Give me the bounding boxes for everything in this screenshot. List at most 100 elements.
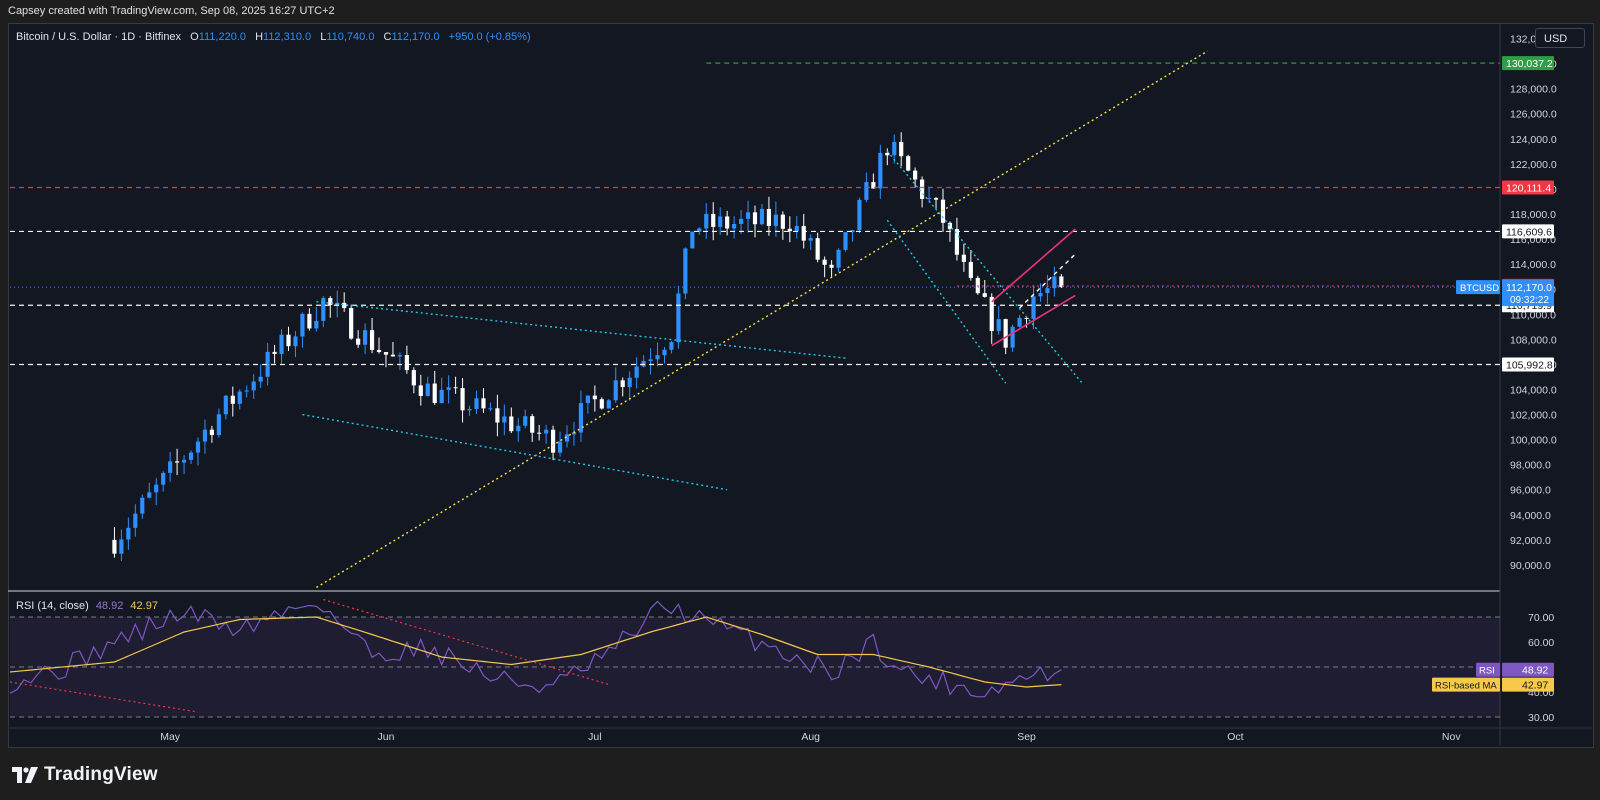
yellow-trendline (315, 50, 1208, 589)
candle-body (578, 403, 584, 433)
candle-body (1045, 288, 1050, 294)
price-level-badge-label: 105,992.8 (1506, 359, 1553, 371)
candle-body (300, 313, 305, 337)
close-value: 112,170.0 (391, 31, 440, 43)
candle-body (460, 388, 465, 411)
candle-body (1003, 319, 1008, 348)
candle-body (669, 342, 674, 350)
candle-body (328, 298, 333, 306)
price-axis-tick-label: 102,000.0 (1510, 410, 1557, 422)
candle-body (926, 197, 932, 199)
candle-body (251, 381, 256, 391)
rsi-axis-tick-label: 70.00 (1528, 612, 1554, 624)
candle-body (502, 416, 507, 423)
candle-body (564, 434, 570, 442)
candle-body (467, 408, 472, 411)
rsi-value-label: 48.92 (1522, 665, 1548, 677)
candle-body (871, 182, 876, 189)
candle-body (307, 313, 312, 329)
candle-body (745, 212, 751, 219)
candle-body (913, 170, 918, 180)
candle-body (585, 395, 590, 404)
candle-body (1024, 317, 1029, 319)
candle-body (550, 429, 556, 453)
cyan-trendline (316, 301, 846, 359)
candle-body (272, 351, 277, 354)
candle-body (954, 229, 960, 255)
candle-body (202, 429, 208, 442)
candle-body (425, 383, 430, 396)
last-price-label: 112,170.0 (1506, 282, 1552, 294)
candle-body (279, 334, 284, 354)
footer-brand[interactable]: TradingView (12, 764, 158, 786)
price-axis-tick-label: 90,000.0 (1510, 560, 1551, 572)
candle-body (523, 416, 528, 426)
price-legend: Bitcoin / U.S. Dollar · 1D · Bitfinex O1… (16, 31, 531, 43)
time-axis-tick-label: Nov (1442, 731, 1461, 743)
candle-body (418, 385, 423, 396)
price-axis-tick-label: 100,000.0 (1510, 435, 1557, 447)
candle-body (1031, 296, 1036, 319)
candle-body (1038, 293, 1043, 297)
rsi-line (9, 600, 1062, 698)
candle-body (683, 248, 688, 294)
candle-body (181, 459, 187, 463)
candle-body (571, 432, 577, 435)
price-axis-tick-label: 110,000.0 (1510, 309, 1556, 321)
candle-body (488, 408, 493, 410)
candle-body (655, 355, 660, 360)
candle-body (244, 390, 249, 392)
rsi-red-trendline (9, 681, 199, 713)
candle-body (495, 408, 500, 423)
rsi-title: RSI (14, close) (16, 600, 89, 612)
candle-body (613, 380, 618, 401)
last-price-badge (1502, 280, 1554, 307)
cyan-trendline (302, 413, 728, 491)
rsi-ma-tag-label: RSI-based MA (1435, 681, 1497, 692)
symbol-tag-label: BTCUSD (1460, 283, 1499, 294)
candle-body (286, 334, 291, 347)
time-axis-tick-label: Sep (1017, 731, 1036, 743)
candle-body (961, 254, 966, 262)
candle-body (892, 141, 897, 156)
candle-body (293, 336, 298, 347)
candle-body (906, 156, 911, 171)
candle-body (481, 398, 486, 409)
candle-body (940, 199, 946, 223)
currency-button[interactable]: USD (1535, 28, 1585, 48)
rsi-axis-tick-label: 60.00 (1528, 637, 1554, 649)
price-axis-tick-label: 96,000.0 (1510, 485, 1551, 497)
candle-body (404, 355, 409, 371)
price-level-badge (1502, 357, 1554, 372)
price-axis-tick-label: 92,000.0 (1510, 535, 1551, 547)
close-label: C (383, 31, 392, 43)
candle-body (836, 249, 841, 268)
time-axis-tick-label: Aug (801, 731, 820, 743)
price-axis-tick-label: 118,000.0 (1510, 209, 1556, 221)
rsi-tag-label: RSI (1479, 666, 1495, 677)
cyan-trendline (886, 150, 1083, 384)
candle-body (787, 228, 792, 232)
open-label: O (190, 31, 199, 43)
candle-body (829, 264, 834, 268)
candle-body (843, 232, 848, 250)
price-axis-tick-label: 114,000.0 (1510, 259, 1556, 271)
candle-body (356, 338, 361, 345)
candle-body (209, 429, 215, 436)
high-value: 112,310.0 (263, 31, 312, 43)
candle-body (752, 212, 758, 225)
candle-body (195, 441, 201, 453)
candle-body (864, 182, 869, 200)
price-axis-tick-label: 98,000.0 (1510, 460, 1551, 472)
candle-body (397, 355, 402, 357)
candle-body (383, 352, 389, 355)
candle-body (509, 416, 514, 432)
candle-body (676, 293, 681, 343)
candle-body (265, 351, 270, 377)
candle-body (439, 389, 444, 403)
rsi-value-badge (1502, 662, 1554, 677)
candle-body (376, 349, 382, 353)
price-axis-tick-label: 124,000.0 (1510, 134, 1557, 146)
candle-body (557, 441, 563, 453)
